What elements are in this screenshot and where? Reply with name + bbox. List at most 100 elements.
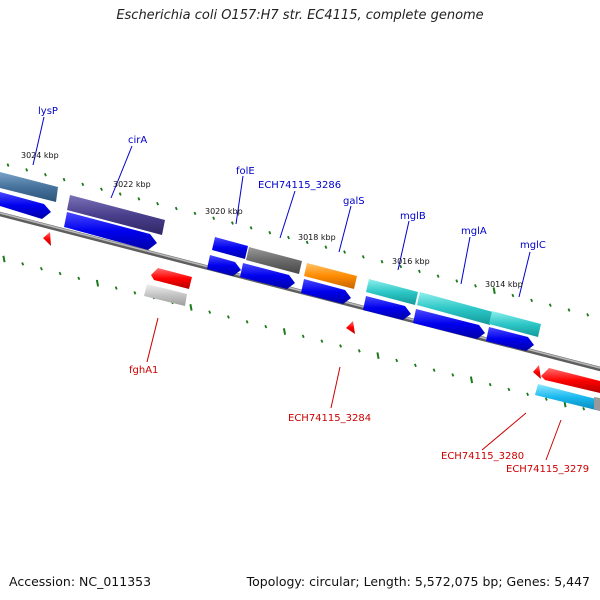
minor-tick [156, 201, 160, 206]
minor-tick [530, 298, 534, 303]
minor-tick [81, 182, 85, 187]
minor-tick [544, 397, 548, 401]
gene-arrow-lysP[interactable] [0, 192, 51, 219]
feature-mglB[interactable] [366, 279, 418, 305]
gene-arrow-folE[interactable] [207, 255, 241, 276]
gene-arrow-fghA1-upper[interactable] [151, 268, 192, 289]
gene-arrow-ECH74115_3284[interactable] [346, 321, 355, 334]
tick-marks [2, 163, 590, 411]
gene-arrow-ECH74115_3280[interactable] [541, 368, 600, 393]
genome-summary-text: Topology: circular; Length: 5,572,075 bp… [246, 574, 590, 589]
feature-lysP[interactable] [0, 172, 58, 202]
feature-galS[interactable] [304, 263, 357, 289]
tick-label: 3022 kbp [113, 180, 151, 189]
minor-tick [567, 308, 571, 312]
gene-arrow-galS[interactable] [301, 279, 351, 304]
minor-tick [249, 226, 253, 230]
genome-title: Escherichia coli O157:H7 str. EC4115, co… [116, 8, 484, 23]
minor-tick [268, 230, 272, 235]
minor-tick [58, 271, 62, 276]
minor-tick [21, 262, 25, 266]
minor-tick [287, 235, 290, 240]
label-leader-lines [32, 116, 562, 461]
minor-tick [324, 245, 328, 249]
gene-arrow-cirA[interactable] [64, 212, 157, 250]
minor-tick [230, 221, 234, 225]
minor-tick [39, 266, 43, 271]
gene-arrow-ECH74115_3279[interactable] [535, 384, 600, 411]
minor-tick [511, 293, 515, 298]
reverse-gene-labels: fghA1 ECH74115_3284 ECH74115_3280 ECH741… [129, 365, 589, 475]
tick-label: 3020 kbp [205, 207, 243, 216]
major-tick [2, 255, 6, 263]
gene-label-ECH74115_3286[interactable]: ECH74115_3286 [258, 180, 341, 191]
forward-gene-labels: lysP cirA folE ECH74115_3286 galS mglB m… [38, 106, 546, 251]
minor-tick [320, 339, 324, 343]
minor-tick [212, 216, 216, 220]
gene-label-mglA[interactable]: mglA [461, 226, 487, 237]
gene-arrow-mglC[interactable] [486, 327, 534, 351]
minor-tick [507, 387, 511, 392]
gene-arrow-mglA[interactable] [413, 309, 485, 339]
gene-label-galS[interactable]: galS [343, 196, 365, 207]
minor-tick [100, 187, 103, 191]
minor-tick [174, 206, 178, 211]
gene-label-fghA1[interactable]: fghA1 [129, 365, 158, 376]
minor-tick [548, 303, 552, 307]
major-tick [189, 303, 193, 311]
tick-label: 3024 kbp [21, 151, 59, 160]
tick-label: 3016 kbp [392, 257, 430, 266]
major-tick [469, 376, 474, 384]
minor-tick [586, 313, 590, 317]
minor-tick [305, 240, 309, 245]
minor-tick [417, 269, 421, 274]
feature-mglC[interactable] [489, 311, 541, 337]
minor-tick [455, 279, 459, 283]
gene-arrow-ECH74115_3286[interactable] [240, 263, 295, 289]
reverse-gene-arrows [43, 232, 600, 411]
gene-label-folE[interactable]: folE [236, 166, 255, 177]
minor-tick [380, 259, 384, 264]
forward-feature-track [0, 172, 541, 337]
minor-tick [395, 358, 399, 363]
gene-label-mglB[interactable]: mglB [400, 211, 426, 222]
gene-arrow-mglB[interactable] [363, 296, 411, 320]
major-tick [492, 287, 496, 295]
minor-tick [361, 255, 365, 259]
gene-label-ECH74115_3284[interactable]: ECH74115_3284 [288, 413, 371, 424]
accession-text: Accession: NC_011353 [9, 574, 152, 589]
gene-label-lysP[interactable]: lysP [38, 106, 58, 117]
minor-tick [339, 344, 343, 348]
minor-tick [25, 168, 29, 172]
minor-tick [245, 320, 249, 324]
minor-tick [413, 363, 417, 368]
minor-tick [264, 324, 268, 329]
gene-label-ECH74115_3279[interactable]: ECH74115_3279 [506, 464, 589, 475]
gene-label-mglC[interactable]: mglC [520, 240, 546, 251]
gene-arrow-fghA1[interactable] [144, 284, 187, 306]
tick-labels: 3024 kbp 3022 kbp 3020 kbp 3018 kbp 3016… [21, 151, 523, 289]
minor-tick [436, 274, 440, 278]
minor-tick [432, 368, 436, 372]
feature-mglA[interactable] [417, 292, 493, 325]
tick-label: 3014 kbp [485, 280, 523, 289]
minor-tick [399, 264, 403, 269]
forward-gene-arrows [0, 192, 534, 351]
minor-tick [133, 291, 137, 295]
minor-tick [357, 349, 361, 353]
feature-folE[interactable] [212, 237, 248, 259]
minor-tick [226, 315, 230, 319]
feature-ECH74115_3286[interactable] [246, 247, 302, 274]
gene-label-ECH74115_3280[interactable]: ECH74115_3280 [441, 451, 524, 462]
minor-tick [43, 172, 47, 177]
minor-tick [208, 310, 212, 314]
major-tick [282, 328, 287, 335]
minor-tick [526, 392, 530, 397]
minor-tick [451, 373, 455, 377]
gene-label-cirA[interactable]: cirA [128, 135, 147, 146]
small-marker-1 [43, 232, 51, 246]
feature-cirA[interactable] [67, 195, 165, 235]
minor-tick [114, 286, 118, 290]
minor-tick [343, 250, 347, 254]
